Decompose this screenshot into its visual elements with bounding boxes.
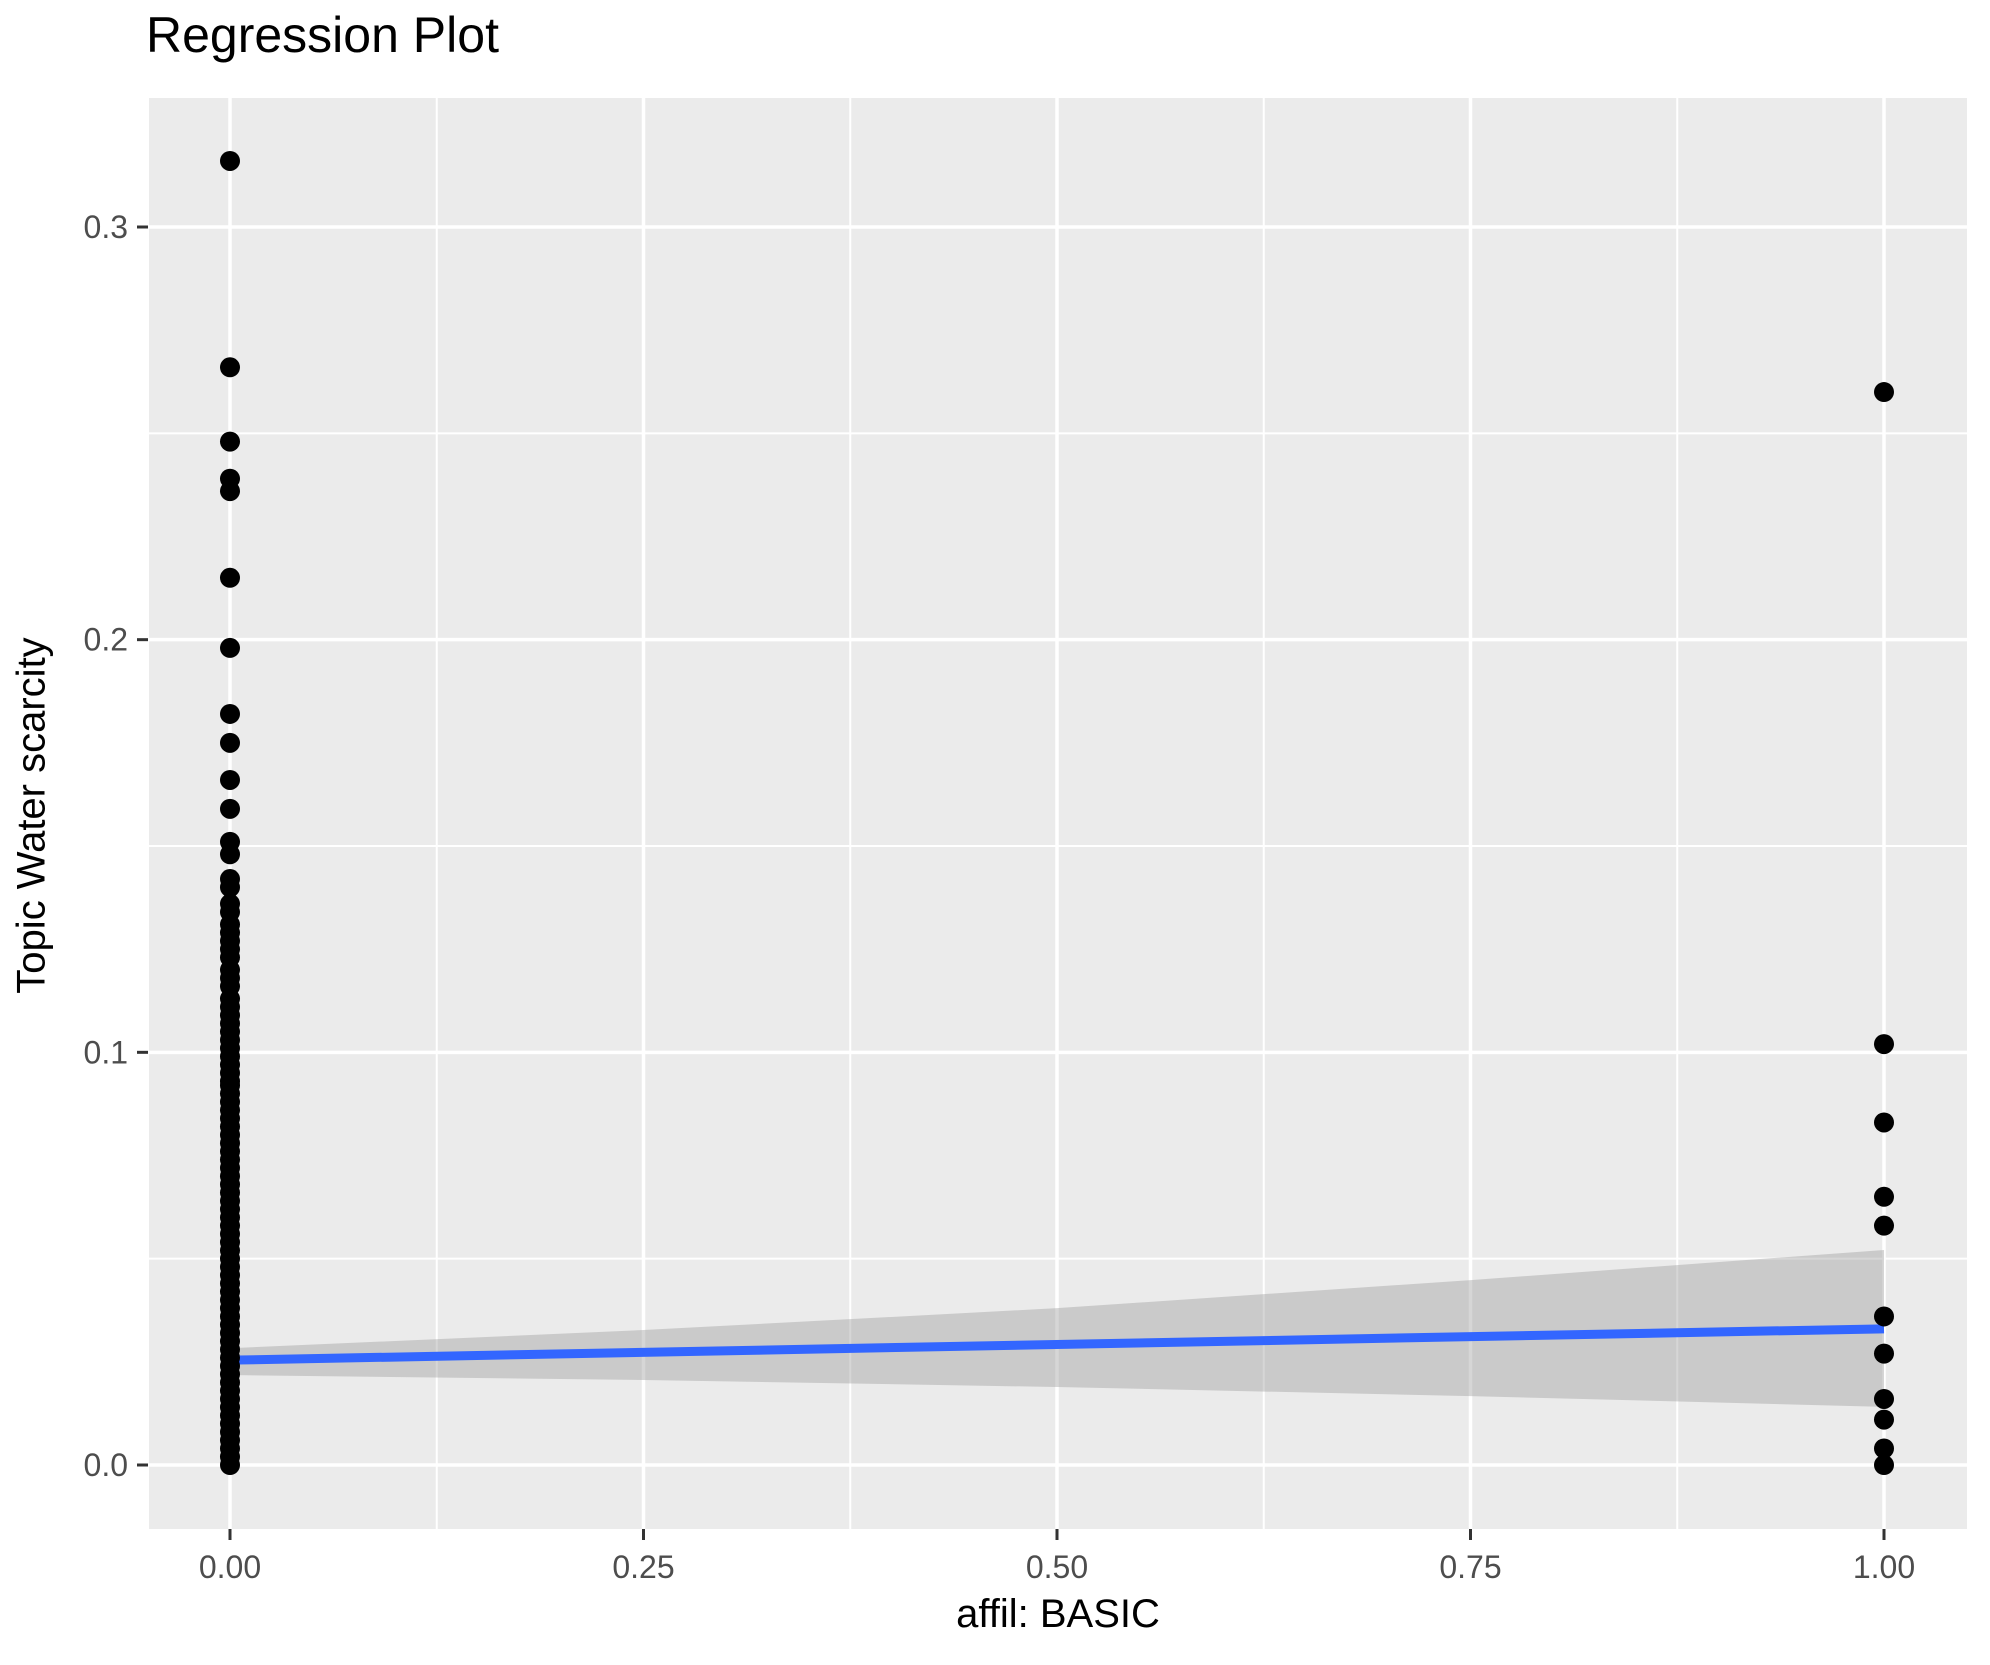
x-tick-label: 0.25 [612, 1549, 674, 1585]
x-axis-title: affil: BASIC [956, 1592, 1160, 1636]
x-tick-label: 0.75 [1439, 1549, 1501, 1585]
data-point [220, 703, 240, 724]
data-point [220, 431, 240, 452]
y-tick-label: 0.3 [84, 209, 128, 245]
data-point [1874, 1112, 1894, 1133]
y-tick-label: 0.2 [84, 622, 128, 658]
data-point [1874, 1438, 1894, 1459]
data-point [1874, 1186, 1894, 1207]
y-tick-label: 0.1 [84, 1034, 128, 1070]
data-point [1874, 1409, 1894, 1430]
data-point [1874, 1306, 1894, 1327]
data-point [220, 798, 240, 819]
data-point [1874, 1343, 1894, 1364]
data-point [1874, 382, 1894, 403]
plot-title: Regression Plot [146, 7, 499, 63]
data-point [220, 357, 240, 378]
data-point [220, 877, 240, 898]
confidence-band [230, 1249, 1884, 1407]
regression-line [229, 1324, 1885, 1365]
data-point [220, 481, 240, 502]
data-point [220, 150, 240, 171]
data-point [1874, 1455, 1894, 1475]
y-axis-title: Topic Water scarcity [9, 637, 54, 994]
data-point [1874, 1215, 1894, 1236]
y-tick-label: 0.0 [84, 1447, 128, 1483]
data-point [220, 769, 240, 790]
data-point [220, 567, 240, 588]
data-point [1874, 1034, 1894, 1055]
data-point [220, 1455, 240, 1475]
data-point [220, 637, 240, 658]
data-point [220, 732, 240, 753]
x-tick-label: 0.00 [199, 1549, 261, 1585]
data-point [220, 844, 240, 865]
data-point [1874, 1388, 1894, 1409]
x-tick-label: 0.50 [1026, 1549, 1088, 1585]
x-tick-label: 1.00 [1853, 1549, 1915, 1585]
